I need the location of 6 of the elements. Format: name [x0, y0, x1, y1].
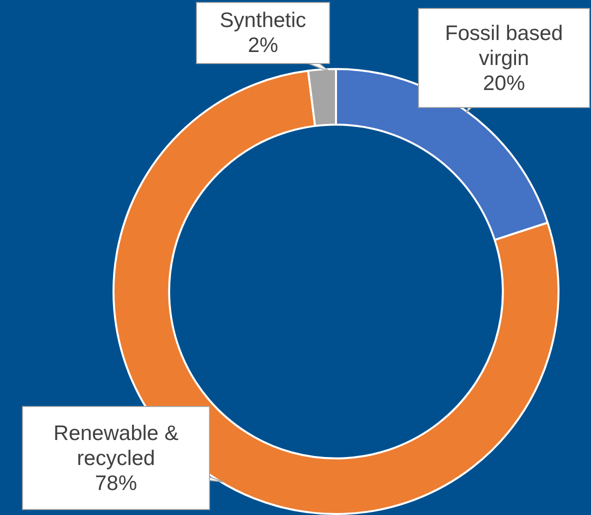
- data-label: 78%: [94, 470, 138, 496]
- slice-label: Synthetic: [220, 9, 306, 32]
- slice-label: Renewable & recycled: [54, 422, 178, 470]
- data-label: 2%: [246, 33, 280, 58]
- data-label: 20%: [482, 70, 526, 96]
- slice-label: Fossil based virgin: [445, 22, 563, 70]
